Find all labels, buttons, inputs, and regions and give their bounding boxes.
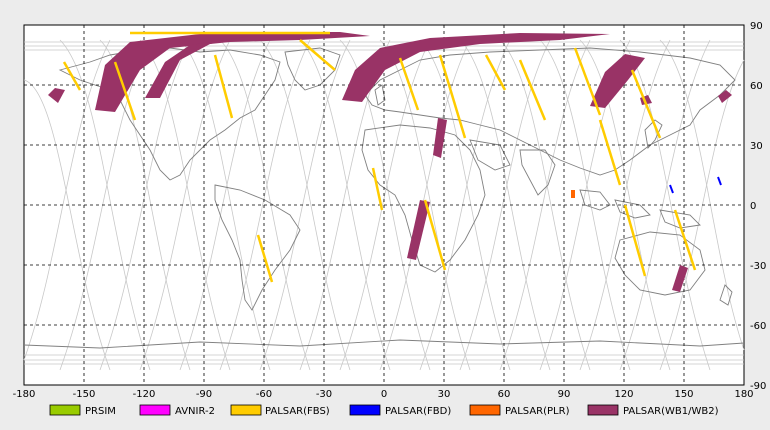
fbs-swath: [623, 204, 647, 277]
legend-item-palsar-fbd: PALSAR(FBD): [349, 404, 451, 417]
fbs-swath: [630, 69, 662, 139]
x-tick-label: -180: [13, 389, 36, 400]
x-tick-label: -90: [196, 389, 212, 400]
gridlines: [24, 25, 744, 385]
wb-swath: [407, 200, 430, 260]
fbs-swath: [438, 54, 467, 139]
legend-swatch: [469, 404, 501, 416]
wb-swath: [718, 90, 732, 103]
fbs-swath: [398, 57, 420, 111]
fbs-swath: [673, 209, 697, 271]
plr-swath: [571, 190, 575, 198]
swaths-fbs: [62, 31, 697, 283]
legend-item-avnir2: AVNIR-2: [139, 404, 215, 417]
x-tick-label: -150: [73, 389, 96, 400]
legend-label: PALSAR(PLR): [505, 406, 570, 417]
legend-label: PALSAR(FBD): [385, 406, 451, 417]
y-tick-label: -90: [750, 381, 766, 392]
wb-swath: [590, 54, 645, 108]
legend-label: AVNIR-2: [175, 406, 215, 417]
fbs-swath: [256, 234, 274, 283]
y-tick-label: 0: [750, 201, 756, 212]
x-tick-label: -30: [316, 389, 332, 400]
legend-item-prsim: PRSIM: [49, 404, 116, 417]
fbs-swath: [598, 119, 622, 186]
x-axis-labels: -180 -150 -120 -90 -60 -30 0 30 60 90 12…: [13, 389, 754, 400]
fbs-swath: [299, 39, 336, 71]
x-tick-label: -60: [256, 389, 272, 400]
fbd-swath: [669, 184, 674, 194]
swaths-fbd: [669, 176, 722, 194]
legend-swatch: [230, 404, 262, 416]
x-tick-label: 90: [558, 389, 571, 400]
legend-item-palsar-plr: PALSAR(PLR): [469, 404, 570, 417]
wb-swath: [48, 88, 65, 103]
fbd-swath: [717, 176, 722, 186]
x-tick-label: 180: [734, 389, 753, 400]
legend-swatch: [349, 404, 381, 416]
y-tick-label: 90: [750, 21, 763, 32]
x-tick-label: 120: [614, 389, 633, 400]
x-tick-label: 150: [674, 389, 693, 400]
y-tick-label: 30: [750, 141, 763, 152]
swaths-plr: [571, 190, 575, 198]
wb-swath: [95, 32, 370, 112]
fbs-swath: [484, 54, 507, 91]
x-tick-label: 0: [381, 389, 387, 400]
fbs-swath: [573, 47, 602, 116]
legend-label: PRSIM: [85, 406, 116, 417]
wb-swath: [672, 265, 688, 292]
legend-item-palsar-wb: PALSAR(WB1/WB2): [587, 404, 719, 417]
y-tick-label: -60: [750, 321, 766, 332]
fbs-swath: [423, 199, 447, 271]
legend-swatch: [587, 404, 619, 416]
y-tick-label: -30: [750, 261, 766, 272]
x-tick-label: -120: [133, 389, 156, 400]
x-tick-label: 60: [498, 389, 511, 400]
fbs-swath: [113, 61, 137, 121]
legend-label: PALSAR(WB1/WB2): [623, 406, 719, 417]
wb-swath: [433, 118, 447, 158]
wb-swath: [342, 33, 610, 102]
legend-swatch: [139, 404, 171, 416]
legend-swatch: [49, 404, 81, 416]
legend-label: PALSAR(FBS): [265, 406, 330, 417]
y-tick-label: 60: [750, 81, 763, 92]
fbs-swath: [518, 59, 547, 121]
fbs-swath: [213, 54, 234, 119]
x-tick-label: 30: [438, 389, 451, 400]
fbs-swath: [62, 61, 82, 91]
legend: PRSIM AVNIR-2 PALSAR(FBS) PALSAR(FBD) PA…: [49, 404, 719, 417]
legend-item-palsar-fbs: PALSAR(FBS): [230, 404, 330, 417]
y-axis-labels: 90 60 30 0 -30 -60 -90: [750, 21, 766, 392]
fbs-swath: [371, 167, 384, 211]
wb-swath: [145, 36, 250, 98]
